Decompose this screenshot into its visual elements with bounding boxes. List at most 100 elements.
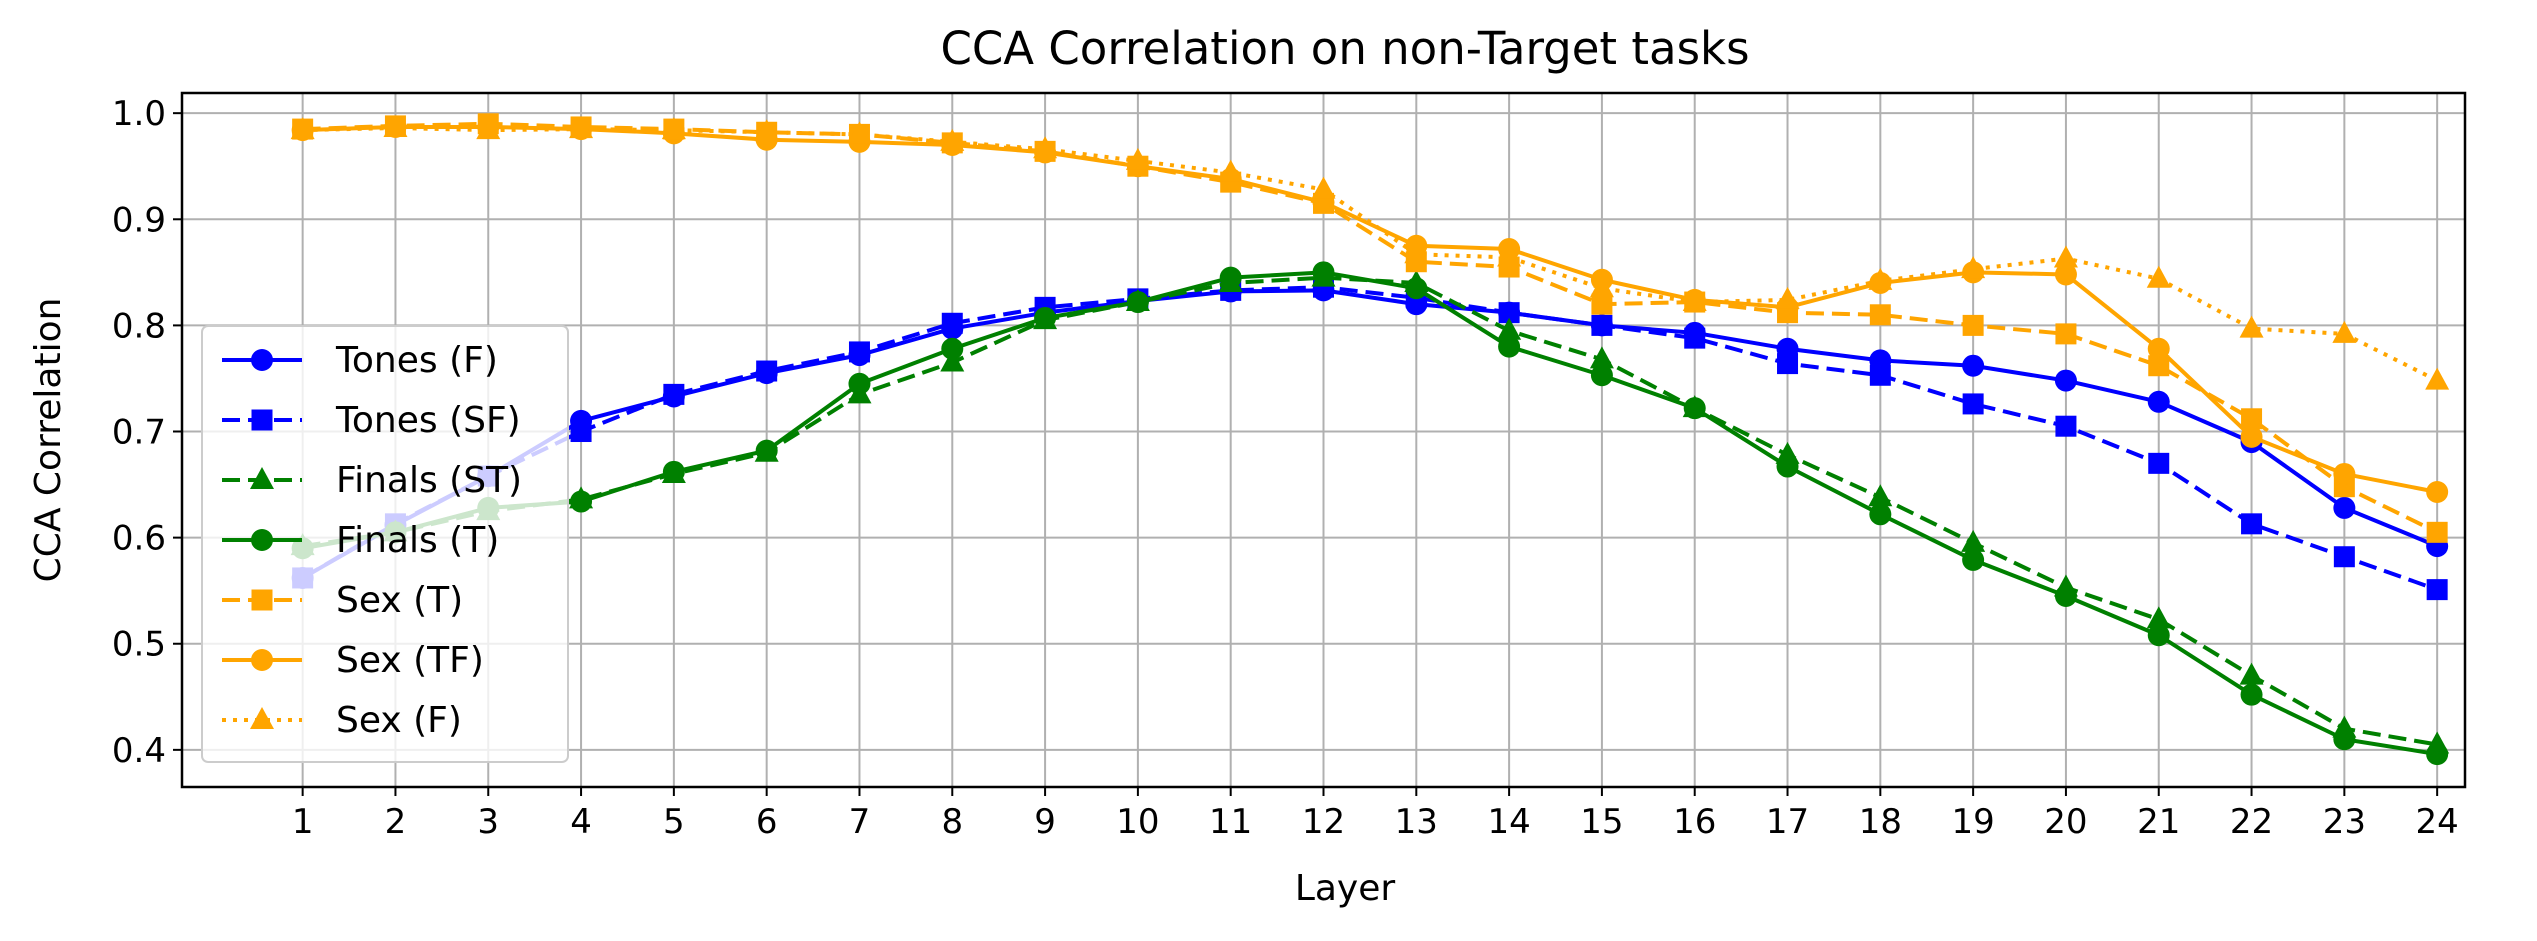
data-point: [662, 460, 685, 483]
data-point: [1777, 353, 1799, 375]
data-point: [1869, 304, 1891, 326]
data-point: [1404, 241, 1429, 264]
x-tick-label: 9: [1034, 802, 1056, 842]
data-point: [1962, 548, 1985, 571]
data-point: [1312, 261, 1335, 284]
legend-swatch-marker: [251, 649, 273, 671]
series-finals-st: [290, 264, 2450, 754]
data-point: [2426, 480, 2449, 503]
data-point: [2333, 462, 2356, 485]
series-sex-f: [290, 115, 2450, 390]
data-point: [2148, 452, 2170, 474]
data-point: [1869, 364, 1891, 386]
data-point: [569, 116, 594, 139]
legend-entry-finals-st: Finals (ST): [222, 460, 522, 501]
data-point: [2054, 263, 2077, 286]
data-point: [1589, 346, 1614, 369]
x-tick-label: 19: [1952, 802, 1995, 842]
data-point: [290, 117, 315, 140]
data-point: [1868, 484, 1893, 507]
data-point: [1591, 293, 1613, 315]
data-point: [755, 439, 778, 462]
data-point: [2333, 496, 2356, 519]
data-point: [1775, 286, 1800, 309]
x-tick-label: 8: [941, 802, 963, 842]
series-group: [290, 113, 2450, 766]
data-point: [1033, 136, 1058, 159]
series-line: [302, 275, 2438, 747]
x-tick-label: 20: [2044, 802, 2087, 842]
y-tick-label: 0.7: [112, 413, 166, 453]
series-finals-t: [291, 261, 2449, 766]
series-line: [302, 270, 2438, 757]
data-point: [1962, 354, 1985, 377]
legend-entry-finals-t: Finals (T): [222, 520, 499, 561]
data-point: [1868, 267, 1893, 290]
legend-swatch-marker: [251, 349, 273, 371]
x-tick-label: 5: [663, 802, 685, 842]
data-point: [940, 349, 965, 372]
series-line: [302, 121, 2439, 535]
legend-label: Finals (ST): [336, 460, 522, 501]
data-point: [2239, 315, 2264, 338]
x-tick-label: 13: [1395, 802, 1438, 842]
data-point: [2054, 369, 2077, 392]
data-point: [2055, 323, 2077, 345]
data-point: [941, 312, 963, 334]
legend-label: Tones (SF): [335, 400, 521, 441]
data-point: [1218, 159, 1243, 182]
x-tick-label: 21: [2137, 802, 2180, 842]
x-tick-label: 23: [2323, 802, 2366, 842]
legend-label: Sex (F): [336, 700, 462, 741]
data-point: [756, 360, 778, 382]
data-point: [570, 421, 592, 443]
data-point: [2055, 415, 2077, 437]
data-point: [1125, 147, 1150, 170]
chart-title: CCA Correlation on non-Target tasks: [940, 22, 1749, 75]
x-tick-label: 7: [849, 802, 871, 842]
y-tick-label: 0.6: [112, 519, 166, 559]
data-point: [2333, 546, 2355, 568]
y-tick-label: 0.8: [112, 306, 166, 346]
data-point: [661, 117, 686, 140]
data-point: [1683, 397, 1706, 420]
data-point: [2240, 425, 2263, 448]
series-line: [302, 126, 2439, 383]
data-point: [2146, 265, 2171, 288]
legend-label: Tones (F): [335, 340, 498, 381]
x-tick-label: 2: [385, 802, 407, 842]
data-point: [848, 372, 871, 395]
y-tick-label: 0.5: [112, 625, 166, 665]
x-tick-label: 22: [2230, 802, 2273, 842]
series-line: [301, 288, 2438, 580]
legend-label: Sex (T): [336, 580, 463, 621]
x-tick-label: 24: [2416, 802, 2459, 842]
series-line: [302, 124, 2438, 494]
data-point: [2426, 743, 2449, 766]
y-tick-label: 1.0: [112, 94, 166, 134]
data-point: [1034, 306, 1057, 329]
data-point: [2146, 606, 2171, 629]
data-point: [1311, 176, 1336, 199]
legend: Tones (F) Tones (SF) Finals (ST) Finals (T)…: [201, 325, 569, 763]
x-tick-label: 4: [570, 802, 592, 842]
data-point: [941, 337, 964, 360]
x-tick-label: 18: [1859, 802, 1902, 842]
legend-label: Finals (T): [336, 520, 499, 561]
data-point: [1962, 393, 1984, 415]
legend-entry-sex-t: Sex (T): [222, 580, 463, 621]
legend-swatch-marker: [251, 409, 273, 431]
data-point: [2426, 521, 2448, 543]
data-point: [2333, 728, 2356, 751]
series-line: [301, 285, 2438, 592]
data-point: [663, 383, 685, 405]
legend-swatch-marker: [250, 707, 274, 729]
x-tick-label: 17: [1766, 802, 1809, 842]
data-point: [2332, 320, 2357, 343]
data-point: [1219, 266, 1242, 289]
data-point: [2147, 337, 2170, 360]
data-point: [2147, 390, 2170, 413]
data-point: [2426, 579, 2448, 601]
data-point: [1962, 314, 1984, 336]
data-point: [848, 341, 870, 363]
